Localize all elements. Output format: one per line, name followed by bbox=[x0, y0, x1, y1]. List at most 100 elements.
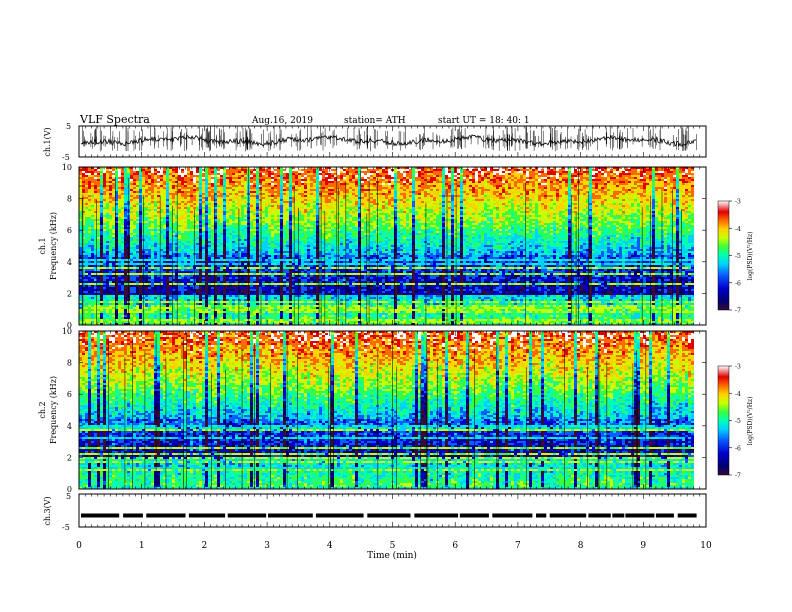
ch1-spectrogram-cell bbox=[535, 199, 538, 201]
ch1-spectrogram-cell bbox=[199, 187, 202, 189]
ch1-spectrogram-cell bbox=[619, 191, 622, 193]
ch1-spectrogram-cell bbox=[160, 189, 163, 191]
ch1-spectrogram-cell bbox=[496, 197, 499, 199]
ch1-spectrogram-cell bbox=[313, 201, 316, 203]
ch1-spectrogram-cell bbox=[436, 183, 439, 185]
ch1-spectrogram-cell bbox=[232, 191, 235, 193]
ch1-spectrogram-cell bbox=[550, 201, 553, 203]
ch1-spectrogram-cell bbox=[379, 169, 382, 171]
ch1-spectrogram-cell bbox=[259, 191, 262, 193]
ch1-spectrogram-cell bbox=[442, 171, 445, 173]
ch1-spectrogram-cell bbox=[682, 181, 685, 183]
ch1-spectrogram-cell bbox=[211, 169, 214, 171]
ch1-spectrogram-cell bbox=[118, 195, 121, 197]
ch1-spectrogram-cell bbox=[364, 185, 367, 187]
ch1-spectrogram-cell bbox=[616, 179, 619, 181]
ch1-spectrogram-cell bbox=[277, 187, 280, 189]
ch1-spectrogram-cell bbox=[118, 181, 121, 183]
ch1-spectrogram-cell bbox=[322, 179, 325, 181]
ch1-spectrogram-cell bbox=[184, 207, 187, 209]
ch1-spectrogram-cell bbox=[526, 209, 529, 211]
ch1-spectrogram-cell bbox=[652, 169, 655, 171]
ch1-spectrogram-cell bbox=[430, 195, 433, 197]
ch1-spectrogram-cell bbox=[319, 189, 322, 191]
ch1-spectrogram-cell bbox=[565, 195, 568, 197]
ch1-spectrogram-cell bbox=[568, 195, 571, 197]
ch1-spectrogram-cell bbox=[241, 183, 244, 185]
ch1-spectrogram-cell bbox=[589, 171, 592, 173]
ch1-spectrogram-cell bbox=[607, 171, 610, 173]
ch1-spectrogram-cell bbox=[457, 191, 460, 193]
ch1-spectrogram-cell bbox=[259, 189, 262, 191]
ch1-spectrogram-cell bbox=[226, 187, 229, 189]
ch1-spectrogram-cell bbox=[163, 197, 166, 199]
ch1-spectrogram-cell bbox=[328, 181, 331, 183]
ch1-spectrogram-cell bbox=[103, 189, 106, 191]
ch1-spectrogram-cell bbox=[592, 175, 595, 177]
ch1-spectrogram-cell bbox=[268, 195, 271, 197]
ch1-spectrogram-cell bbox=[484, 193, 487, 195]
ch1-spectrogram-cell bbox=[628, 181, 631, 183]
ch1-spectrogram-cell bbox=[667, 205, 670, 207]
ch1-spectrogram-cell bbox=[388, 183, 391, 185]
ch1-spectrogram-cell bbox=[658, 195, 661, 197]
ch1-spectrogram-cell bbox=[460, 177, 463, 179]
ch1-spectrogram-cell bbox=[373, 179, 376, 181]
ch1-spectrogram-cell bbox=[97, 193, 100, 195]
ch1-spectrogram-cell bbox=[139, 199, 142, 201]
ch1-spectrogram-cell bbox=[367, 181, 370, 183]
ch1-spectrogram-cell bbox=[673, 195, 676, 197]
ch1-spectrogram-cell bbox=[502, 189, 505, 191]
ch1-spectrogram-cell bbox=[145, 207, 148, 209]
ch1-spectrogram-cell bbox=[670, 179, 673, 181]
ch1-spectrogram-cell bbox=[397, 191, 400, 193]
ch1-spectrogram-cell bbox=[430, 181, 433, 183]
ch1-spectrogram-cell bbox=[484, 179, 487, 181]
ch1-spectrogram-cell bbox=[616, 169, 619, 171]
ch1-spectrogram-cell bbox=[559, 195, 562, 197]
ch1-waveform-line bbox=[81, 135, 696, 146]
ch1-spectrogram-cell bbox=[535, 177, 538, 179]
ch1-spectrogram-cell bbox=[637, 179, 640, 181]
ch1-spectrogram-cell bbox=[238, 185, 241, 187]
ch1-spectrogram-cell bbox=[178, 173, 181, 175]
ch1-spectrogram-cell bbox=[355, 177, 358, 179]
ch1-spectrogram-cell bbox=[448, 171, 451, 173]
ch1-spectrogram-cell bbox=[538, 193, 541, 195]
ch1-spectrogram-cell bbox=[157, 193, 160, 195]
ch1-spectrogram-cell bbox=[124, 177, 127, 179]
ch1-spectrogram-cell bbox=[202, 185, 205, 187]
ch1-spectrogram-cell bbox=[349, 189, 352, 191]
ch1-spectrogram-cell bbox=[97, 201, 100, 203]
ch1-spectrogram-cell bbox=[391, 183, 394, 185]
ch1-spectrogram-cell bbox=[271, 173, 274, 175]
ch1-spectrogram-cell bbox=[121, 177, 124, 179]
ch1-spectrogram-cell bbox=[220, 187, 223, 189]
ch1-spectrogram-cell bbox=[637, 191, 640, 193]
ch1-spectrogram-cell bbox=[262, 175, 265, 177]
ch1-spectrogram-cell bbox=[283, 183, 286, 185]
ch1-spectrogram-cell bbox=[169, 185, 172, 187]
ch1-spectrogram-cell bbox=[250, 197, 253, 199]
ch1-spectrogram-cell bbox=[190, 185, 193, 187]
ch1-spectrogram-cell bbox=[658, 169, 661, 171]
ch1-spectrogram-cell bbox=[109, 197, 112, 199]
ch1-spectrogram-cell bbox=[550, 209, 553, 211]
ch1-spectrogram-cell bbox=[226, 171, 229, 173]
ch1-spectrogram-cell bbox=[688, 201, 691, 203]
ch1-spectrogram-cell bbox=[262, 183, 265, 185]
ch1-spectrogram-cell bbox=[226, 185, 229, 187]
ch1-spectrogram-cell bbox=[85, 185, 88, 187]
ch1-spectrogram-cell bbox=[340, 183, 343, 185]
ch1-spectrogram-cell bbox=[205, 205, 208, 207]
ch1-spectrogram-cell bbox=[268, 185, 271, 187]
ch1-spectrogram-cell bbox=[415, 205, 418, 207]
ch1-spectrogram-cell bbox=[418, 171, 421, 173]
ch1-spectrogram-cell bbox=[211, 173, 214, 175]
ch1-spectrogram-cell bbox=[601, 193, 604, 195]
ch1-spectrogram-cell bbox=[217, 183, 220, 185]
ch1-spectrogram-cell bbox=[241, 177, 244, 179]
ch1-spectrogram-cell bbox=[331, 191, 334, 193]
ch1-spectrogram-cell bbox=[145, 183, 148, 185]
ch1-spectrogram-cell bbox=[331, 189, 334, 191]
